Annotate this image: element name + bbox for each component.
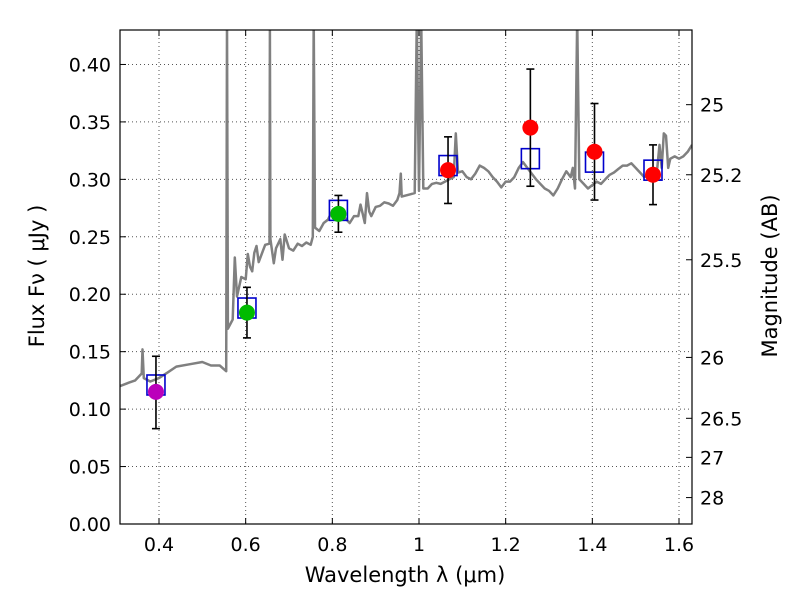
sed-line bbox=[120, 30, 692, 388]
observed-point bbox=[330, 205, 347, 222]
observed-point bbox=[645, 166, 661, 183]
y2-tick-label: 27 bbox=[700, 447, 724, 469]
y2-axis-label: Magnitude (AB) bbox=[758, 194, 782, 357]
y-tick-label: 0.05 bbox=[69, 457, 111, 479]
sed-line-group bbox=[120, 30, 692, 388]
observed-point bbox=[147, 383, 164, 400]
x-axis-label: Wavelength λ (μm) bbox=[305, 563, 506, 587]
y2-tick-label: 25.2 bbox=[700, 165, 742, 187]
y-tick-label: 0.40 bbox=[69, 54, 111, 76]
axes-group: 0.4 0.6 0.8 1 1.2 1.4 1.6 0.00 0.05 0.10 0.15 0.20 0… bbox=[69, 29, 742, 556]
plot-frame bbox=[119, 29, 693, 525]
labels-group: Wavelength λ (μm) Flux Fν ( μJy ) Magnit… bbox=[25, 194, 782, 587]
y-axis-label: Flux Fν ( μJy ) bbox=[25, 205, 49, 348]
y-tick-label: 0.00 bbox=[69, 514, 111, 536]
x-tick-label: 0.6 bbox=[231, 534, 261, 556]
observed-point bbox=[522, 119, 539, 136]
x-tick-label: 1.4 bbox=[577, 534, 607, 556]
y2-tick-label: 26.5 bbox=[700, 408, 742, 430]
y2-tick-label: 25 bbox=[700, 95, 724, 117]
y-tick-label: 0.10 bbox=[69, 399, 111, 421]
y-tick-label: 0.25 bbox=[69, 227, 111, 249]
observed-point bbox=[440, 162, 457, 179]
markers-group bbox=[146, 68, 663, 430]
observed-point bbox=[238, 304, 255, 321]
x-tick-label: 0.4 bbox=[144, 534, 174, 556]
y2-tick-label: 25.5 bbox=[700, 250, 742, 272]
y-tick-label: 0.20 bbox=[69, 284, 111, 306]
x-tick-label: 1 bbox=[413, 534, 425, 556]
y-tick-label: 0.30 bbox=[69, 169, 111, 191]
x-tick-label: 1.2 bbox=[491, 534, 521, 556]
x-tick-label: 0.8 bbox=[317, 534, 347, 556]
y-tick-label: 0.15 bbox=[69, 342, 111, 364]
y2-tick-label: 28 bbox=[700, 488, 724, 510]
x-tick-label: 1.6 bbox=[664, 534, 694, 556]
observed-point bbox=[586, 143, 603, 160]
y-tick-label: 0.35 bbox=[69, 112, 111, 134]
y2-tick-label: 26 bbox=[700, 347, 724, 369]
grid bbox=[120, 30, 692, 525]
